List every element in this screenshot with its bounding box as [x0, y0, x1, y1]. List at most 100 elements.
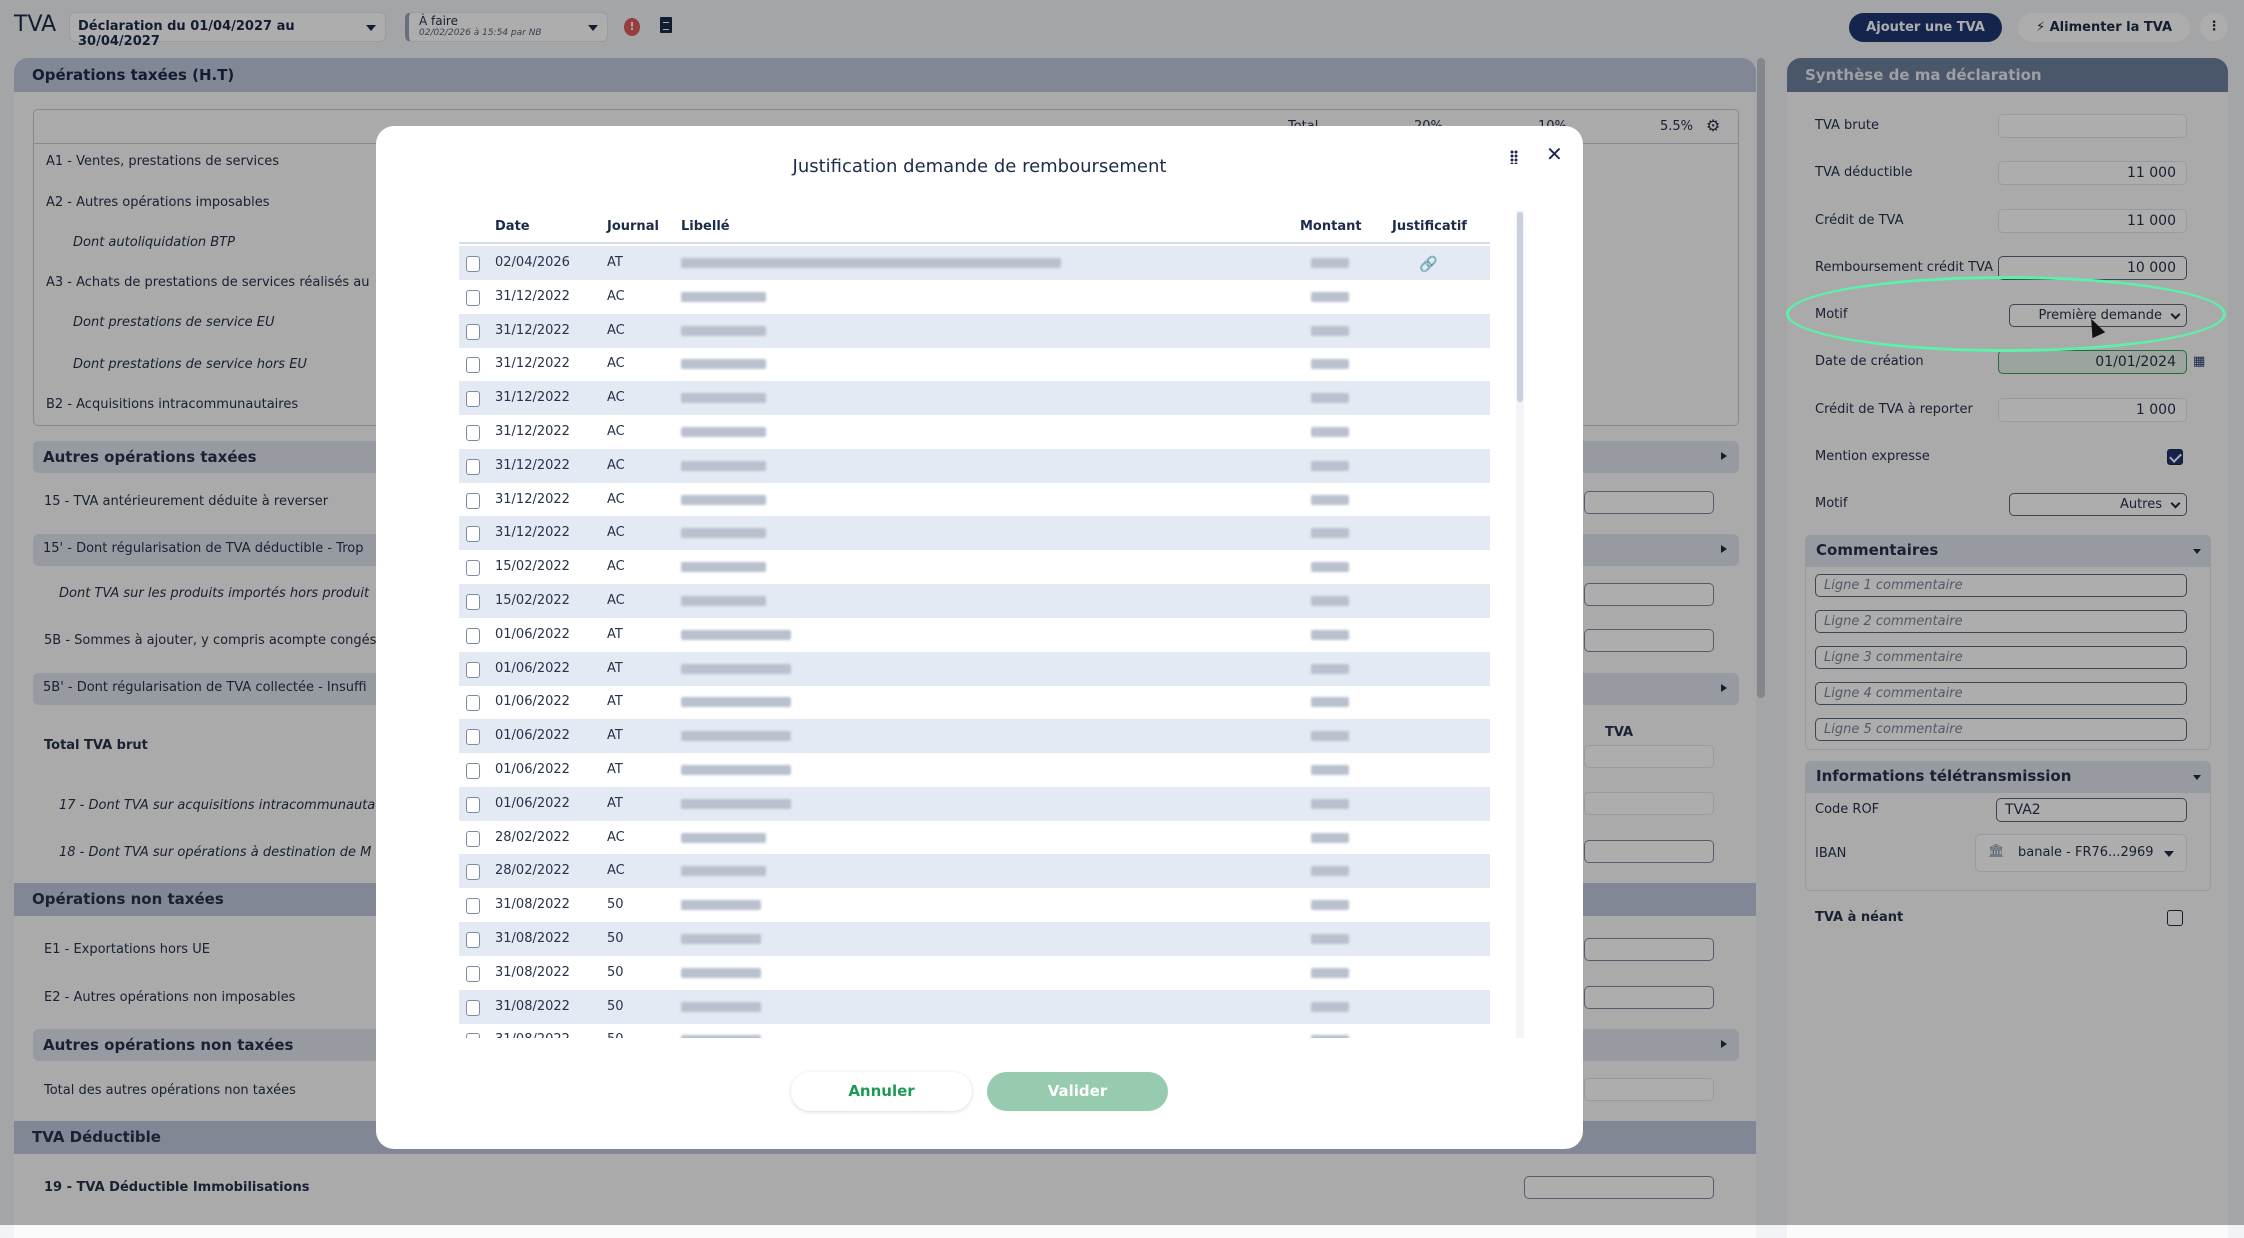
table-row[interactable]: 01/06/2022 AT: [459, 618, 1490, 652]
table-row[interactable]: 28/02/2022 AC: [459, 854, 1490, 889]
table-row[interactable]: 01/06/2022 AT: [459, 651, 1490, 686]
comment-line-5[interactable]: Ligne 5 commentaire: [1815, 718, 2187, 741]
row-5b-input[interactable]: [1584, 629, 1714, 652]
expand-icon: [1721, 684, 1727, 692]
header-date[interactable]: Date: [495, 219, 530, 234]
document-icon[interactable]: [660, 17, 672, 33]
row-checkbox[interactable]: [466, 999, 480, 1016]
declaration-dropdown[interactable]: Déclaration du 01/04/2027 au 30/04/2027: [69, 12, 386, 49]
table-row[interactable]: 31/08/2022 50: [459, 922, 1490, 956]
row-checkbox[interactable]: [466, 661, 480, 678]
table-row[interactable]: 01/06/2022 AT: [459, 719, 1490, 754]
row-checkbox[interactable]: [466, 289, 480, 306]
tva-deductible-input[interactable]: 11 000: [1998, 161, 2187, 185]
row-checkbox[interactable]: [466, 898, 480, 915]
header-journal[interactable]: Journal: [607, 219, 659, 234]
cancel-button[interactable]: Annuler: [791, 1072, 972, 1111]
tva-brute-input[interactable]: [1998, 114, 2187, 138]
row-checkbox[interactable]: [466, 627, 480, 644]
credit-input[interactable]: 11 000: [1998, 209, 2187, 233]
comment-line-2[interactable]: Ligne 2 commentaire: [1815, 610, 2187, 633]
row-checkbox[interactable]: [466, 695, 480, 712]
table-row[interactable]: 31/08/2022 50: [459, 1023, 1490, 1038]
close-icon[interactable]: ✕: [1546, 142, 1563, 166]
row-import-input[interactable]: [1584, 583, 1714, 606]
table-row[interactable]: 31/12/2022 AC: [459, 313, 1490, 348]
table-row[interactable]: 31/12/2022 AC: [459, 347, 1490, 381]
header-justificatif[interactable]: Justificatif: [1392, 219, 1467, 234]
table-row[interactable]: 01/06/2022 AT: [459, 753, 1490, 787]
table-row[interactable]: 28/02/2022 AC: [459, 821, 1490, 855]
more-menu-icon[interactable]: ⋮: [2200, 13, 2228, 41]
comment-line-3[interactable]: Ligne 3 commentaire: [1815, 646, 2187, 669]
date-creation-input[interactable]: 01/01/2024: [1998, 350, 2187, 374]
feed-tva-button[interactable]: ⚡ Alimenter la TVA: [2018, 13, 2190, 42]
row-checkbox[interactable]: [466, 830, 480, 847]
table-row[interactable]: 15/02/2022 AC: [459, 584, 1490, 618]
validate-button[interactable]: Valider: [987, 1072, 1168, 1111]
teletrans-header[interactable]: Informations télétransmission: [1805, 761, 2211, 793]
row-checkbox[interactable]: [466, 526, 480, 543]
row-e2-input[interactable]: [1584, 986, 1714, 1009]
scroll-thumb[interactable]: [1517, 212, 1523, 402]
table-row[interactable]: 31/12/2022 AC: [459, 381, 1490, 416]
comment-line-1[interactable]: Ligne 1 commentaire: [1815, 574, 2187, 597]
panel-title: Opérations taxées (H.T): [14, 58, 1756, 92]
row-checkbox[interactable]: [466, 1033, 480, 1038]
table-scrollbar[interactable]: [1516, 210, 1524, 1038]
row-18-input[interactable]: [1584, 840, 1714, 863]
row-checkbox[interactable]: [466, 864, 480, 881]
table-row[interactable]: 31/12/2022 AC: [459, 280, 1490, 314]
table-row[interactable]: 31/08/2022 50: [459, 989, 1490, 1024]
drag-handle-icon[interactable]: [1510, 150, 1518, 164]
row-checkbox[interactable]: [466, 560, 480, 577]
row-checkbox[interactable]: [466, 458, 480, 475]
row-checkbox[interactable]: [466, 932, 480, 948]
row-checkbox[interactable]: [466, 323, 480, 340]
table-row[interactable]: 31/12/2022 AC: [459, 483, 1490, 517]
row-checkbox[interactable]: [466, 256, 480, 272]
table-row[interactable]: 01/06/2022 AT: [459, 786, 1490, 821]
row-checkbox[interactable]: [466, 796, 480, 813]
mention-checkbox[interactable]: [2167, 449, 2183, 465]
table-row[interactable]: 31/08/2022 50: [459, 956, 1490, 990]
link-icon[interactable]: 🔗: [1419, 255, 1438, 273]
row-checkbox[interactable]: [466, 763, 480, 779]
row-checkbox[interactable]: [466, 594, 480, 610]
row-checkbox[interactable]: [466, 357, 480, 374]
alert-icon[interactable]: !: [624, 18, 640, 36]
calendar-icon[interactable]: ▦: [2193, 354, 2206, 369]
comment-line-4[interactable]: Ligne 4 commentaire: [1815, 682, 2187, 705]
left-scrollbar[interactable]: [1757, 58, 1765, 698]
credit-reporter-input[interactable]: 1 000: [1998, 398, 2187, 422]
motif2-select[interactable]: Autres: [2009, 493, 2187, 516]
table-row[interactable]: 31/08/2022 50: [459, 888, 1490, 922]
table-row[interactable]: 01/06/2022 AT: [459, 685, 1490, 719]
row-checkbox[interactable]: [466, 425, 480, 441]
status-dropdown[interactable]: À faire 02/02/2026 à 15:54 par NB: [405, 12, 608, 42]
header-montant[interactable]: Montant: [1300, 219, 1362, 234]
rof-input[interactable]: TVA2: [1996, 798, 2187, 822]
row-date: 31/08/2022: [495, 1032, 570, 1038]
iban-select[interactable]: 🏛 banale - FR76...2969: [1975, 834, 2187, 872]
neant-checkbox[interactable]: [2167, 910, 2183, 926]
row-checkbox[interactable]: [466, 965, 480, 982]
table-row[interactable]: 31/12/2022 AC: [459, 415, 1490, 449]
table-row[interactable]: 31/12/2022 AC: [459, 516, 1490, 551]
row-checkbox[interactable]: [466, 492, 480, 509]
row-checkbox[interactable]: [466, 391, 480, 408]
row-e1-input[interactable]: [1584, 938, 1714, 961]
table-row[interactable]: 15/02/2022 AC: [459, 550, 1490, 584]
gear-icon[interactable]: ⚙: [1706, 116, 1721, 135]
table-row[interactable]: 02/04/2026 AT 🔗: [459, 246, 1490, 280]
row-15-input[interactable]: [1584, 491, 1714, 514]
row-checkbox[interactable]: [466, 729, 480, 746]
redacted-libelle: [681, 393, 766, 404]
row-journal: AC: [607, 559, 625, 575]
add-tva-button[interactable]: Ajouter une TVA: [1849, 13, 2002, 42]
row-19-input[interactable]: [1524, 1176, 1714, 1199]
comments-header[interactable]: Commentaires: [1805, 535, 2211, 567]
table-row[interactable]: 31/12/2022 AC: [459, 448, 1490, 483]
redacted-libelle: [681, 765, 791, 775]
header-libelle[interactable]: Libellé: [681, 219, 730, 234]
